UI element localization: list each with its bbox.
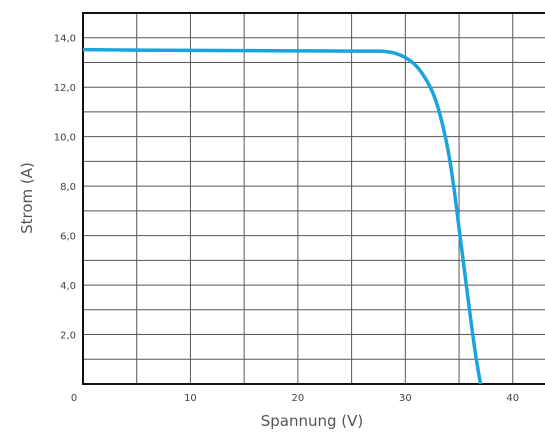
y-tick-label: 12,0 xyxy=(54,83,76,94)
y-tick-label: 8,0 xyxy=(60,182,76,193)
grid-layer xyxy=(83,13,545,384)
y-tick-label: 10,0 xyxy=(54,133,76,144)
axes-layer xyxy=(82,12,545,385)
series-layer xyxy=(82,47,483,385)
x-tick-label: 40 xyxy=(506,393,519,404)
labels-layer: 2,0 4,0 6,0 8,0 10,0 12,0 14,0 0 10 20 30 40 xyxy=(54,34,519,404)
x-tick-label: 0 xyxy=(71,393,77,404)
y-tick-label: 2,0 xyxy=(60,331,76,342)
y-axis-title: Strom (A) xyxy=(18,162,36,234)
x-tick-label: 10 xyxy=(184,393,197,404)
series-line-0 xyxy=(82,47,483,385)
y-tick-label: 6,0 xyxy=(60,232,76,243)
x-tick-label: 30 xyxy=(399,393,412,404)
x-axis-title: Spannung (V) xyxy=(261,412,364,430)
y-tick-label: 4,0 xyxy=(60,281,76,292)
y-tick-label: 14,0 xyxy=(54,34,76,45)
x-tick-label: 20 xyxy=(292,393,305,404)
